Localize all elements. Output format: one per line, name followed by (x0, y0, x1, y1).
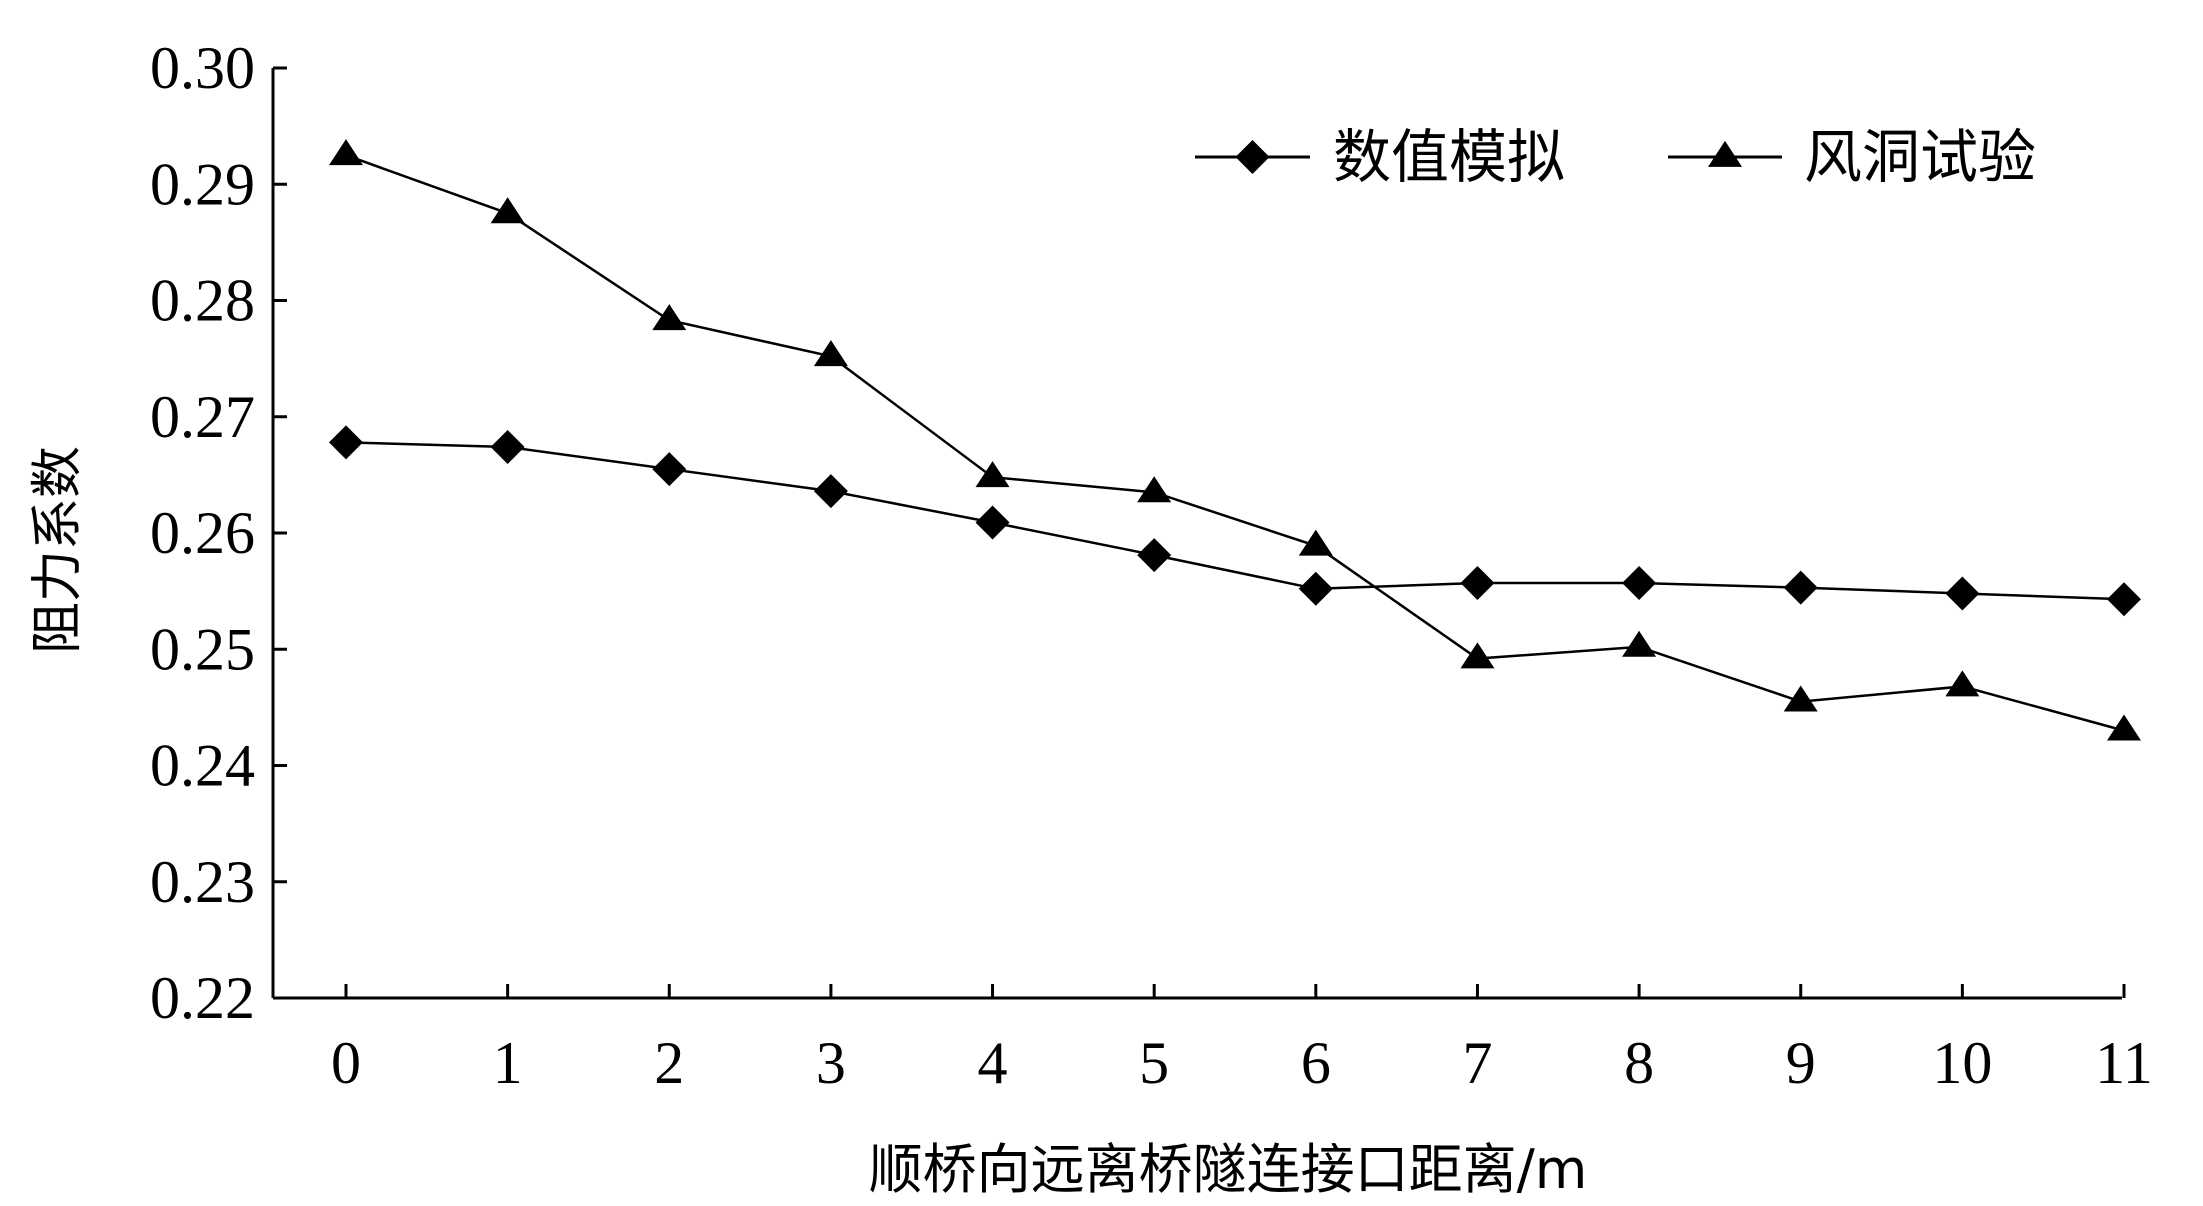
data-point (1945, 670, 1980, 697)
data-point (2107, 582, 2141, 617)
series-line (345, 441, 2125, 601)
data-point (329, 139, 363, 166)
x-tick-label: 9 (1786, 1030, 1816, 1096)
data-point (1137, 538, 1172, 573)
data-point (2107, 714, 2141, 741)
x-tick-label: 2 (654, 1030, 684, 1096)
x-tick-label: 4 (978, 1030, 1008, 1096)
x-tick-label: 6 (1301, 1030, 1331, 1096)
legend-label: 风洞试验 (1804, 123, 2036, 191)
data-point (652, 304, 687, 331)
legend: 数值模拟 风洞试验 (1195, 123, 2036, 191)
data-point (1783, 685, 1818, 712)
data-point (1460, 565, 1495, 600)
series-layer (329, 139, 2141, 741)
y-tick-label: 0.27 (150, 384, 255, 450)
x-tick-label: 8 (1624, 1030, 1654, 1096)
y-tick-label: 0.22 (150, 965, 255, 1031)
y-tick-label: 0.23 (150, 849, 255, 915)
data-point (1298, 529, 1333, 556)
y-tick-label: 0.26 (150, 500, 255, 566)
y-axis-label: 阻力系数 (28, 446, 88, 654)
legend-marker (1235, 140, 1270, 174)
data-point (1460, 642, 1495, 669)
data-point (1622, 630, 1657, 657)
data-point (490, 197, 525, 224)
x-axis-label: 顺桥向远离桥隧连接口距离/m (869, 1138, 1588, 1201)
legend-item: 风洞试验 (1668, 123, 2036, 191)
x-tick-label: 10 (1932, 1030, 1992, 1096)
series-numerical-simulation (329, 425, 2141, 617)
data-point (1137, 476, 1172, 503)
y-tick-label: 0.30 (150, 35, 255, 101)
series-wind-tunnel-test (329, 139, 2141, 741)
x-tick-label: 1 (493, 1030, 523, 1096)
data-point (1298, 571, 1333, 606)
y-tick-label: 0.28 (150, 268, 255, 334)
data-point (1783, 570, 1818, 605)
x-tick-label: 3 (816, 1030, 846, 1096)
y-tick-label: 0.25 (150, 616, 255, 682)
x-tick-label: 7 (1462, 1030, 1492, 1096)
x-tick-label: 5 (1139, 1030, 1169, 1096)
axes: 0.22 0.23 0.24 0.25 0.26 0.27 0.28 0.29 0.30 0 1 2 3… (150, 35, 2153, 1096)
x-tick-label: 11 (2095, 1030, 2153, 1096)
legend-item: 数值模拟 (1195, 123, 1565, 191)
legend-label: 数值模拟 (1333, 123, 1565, 191)
data-point (975, 505, 1010, 540)
data-point (813, 474, 848, 509)
data-point (1945, 576, 1980, 611)
series-line (345, 154, 2125, 732)
legend-marker (1708, 140, 1742, 167)
data-point (1622, 565, 1657, 600)
data-point (490, 429, 525, 464)
data-point (813, 340, 848, 367)
y-tick-label: 0.29 (150, 151, 255, 217)
data-point (652, 452, 687, 487)
data-point (975, 461, 1010, 488)
x-tick-label: 0 (331, 1030, 361, 1096)
data-point (329, 425, 363, 460)
y-tick-label: 0.24 (150, 733, 255, 799)
